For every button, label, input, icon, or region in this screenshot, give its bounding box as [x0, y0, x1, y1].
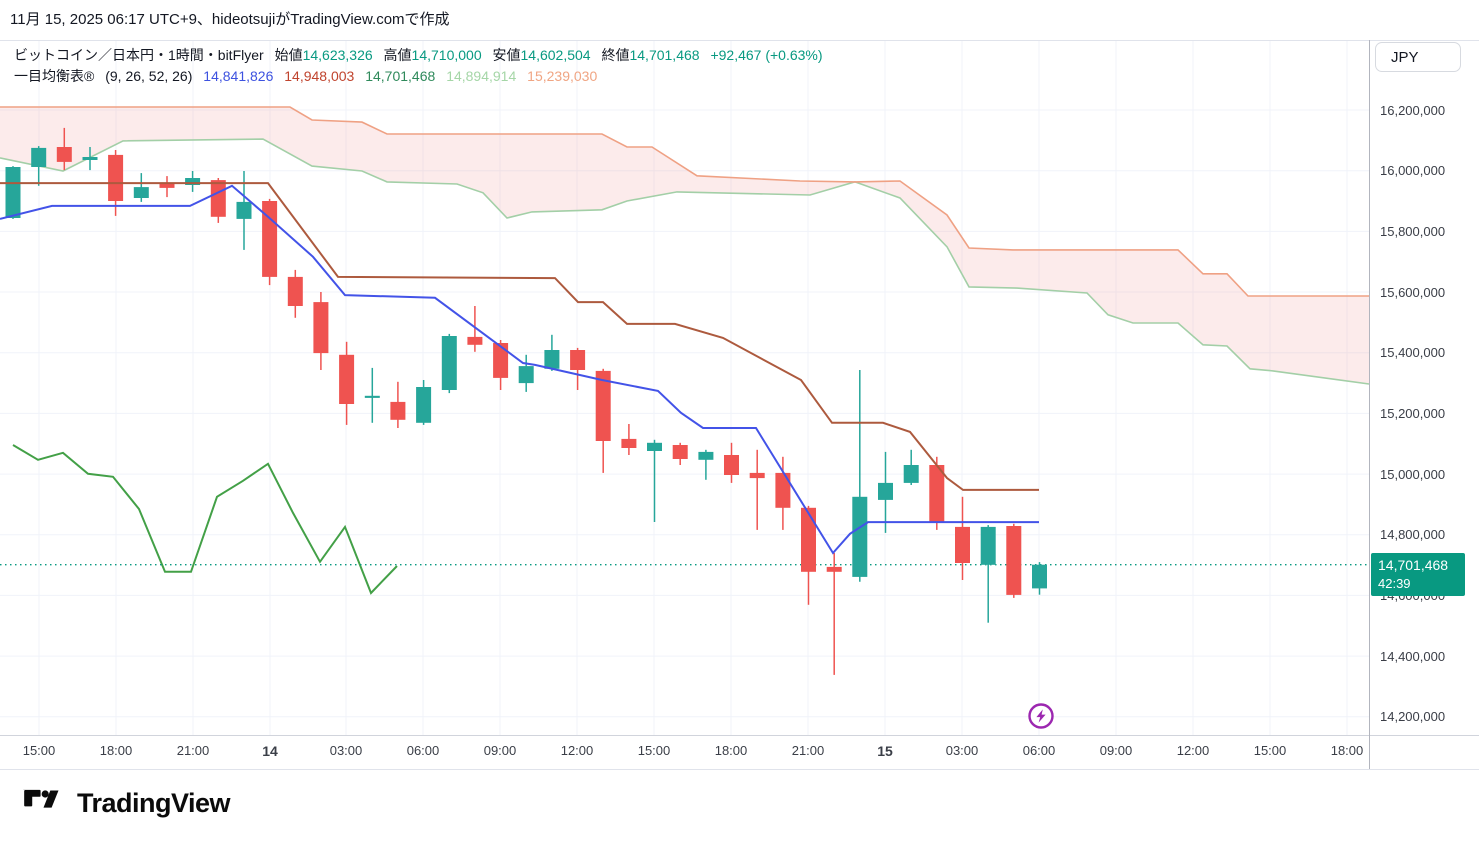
symbol-legend-row: ビットコイン／日本円・1時間・bitFlyer 始値14,623,326 高値1… [14, 45, 830, 65]
tenkan-value: 14,841,826 [203, 68, 274, 84]
time-axis-label: 15:00 [637, 743, 671, 758]
time-axis-label: 18:00 [99, 743, 133, 758]
time-axis-label: 09:00 [483, 743, 517, 758]
close-label: 終値 [601, 47, 630, 63]
indicator-name[interactable]: 一目均衡表® [14, 68, 95, 84]
price-axis-label: 15,600,000 [1380, 284, 1446, 300]
tradingview-logo[interactable]: TradingView [22, 788, 231, 819]
price-axis-label: 14,200,000 [1380, 709, 1446, 725]
boost-icon[interactable] [1027, 702, 1055, 730]
price-axis-label: 15,000,000 [1380, 466, 1446, 482]
high-label: 高値 [383, 47, 412, 63]
time-axis-label: 12:00 [1176, 743, 1210, 758]
time-axis-label: 06:00 [406, 743, 440, 758]
high-value: 14,710,000 [411, 47, 482, 63]
time-axis-label: 18:00 [1330, 743, 1364, 758]
price-axis-label: 15,200,000 [1380, 405, 1446, 421]
senkou-a-value: 14,894,914 [446, 68, 517, 84]
time-axis-label: 15:00 [1253, 743, 1287, 758]
time-axis-label: 21:00 [176, 743, 210, 758]
tradingview-logo-text: TradingView [77, 788, 231, 818]
open-value: 14,623,326 [302, 47, 373, 63]
time-axis-label: 06:00 [1022, 743, 1056, 758]
created-by-header: 11月 15, 2025 06:17 UTC+9、hideotsujiがTrad… [10, 11, 450, 28]
indicator-legend-row: 一目均衡表® (9, 26, 52, 26) 14,841,826 14,948… [14, 66, 604, 86]
last-price-value: 14,701,468 [1378, 557, 1449, 573]
price-axis-label: 15,400,000 [1380, 345, 1446, 361]
indicator-params: (9, 26, 52, 26) [105, 68, 193, 84]
time-axis-label: 21:00 [791, 743, 825, 758]
price-axis-label: 16,200,000 [1380, 102, 1446, 118]
time-axis-label: 15:00 [22, 743, 56, 758]
bar-countdown: 42:39 [1378, 576, 1411, 591]
time-axis-label: 03:00 [945, 743, 979, 758]
time-axis-label: 09:00 [1099, 743, 1133, 758]
close-value: 14,701,468 [629, 47, 700, 63]
price-axis-label: 14,400,000 [1380, 648, 1446, 664]
time-axis-label: 14 [262, 743, 278, 759]
time-axis-label: 12:00 [560, 743, 594, 758]
price-axis-label: 14,800,000 [1380, 527, 1446, 543]
currency-toggle-button[interactable]: JPY [1375, 42, 1461, 72]
change-value: +92,467 (+0.63%) [710, 47, 823, 63]
kijun-value: 14,948,003 [284, 68, 355, 84]
symbol-title[interactable]: ビットコイン／日本円・1時間・bitFlyer [14, 47, 264, 63]
senkou-b-value: 15,239,030 [527, 68, 598, 84]
price-axis-label: 16,000,000 [1380, 163, 1446, 179]
tradingview-logo-mark [22, 789, 59, 808]
price-axis-label: 15,800,000 [1380, 223, 1446, 239]
last-price-badge: 14,701,468 42:39 [1371, 553, 1465, 596]
chikou-value: 14,701,468 [365, 68, 436, 84]
open-label: 始値 [274, 47, 303, 63]
time-axis-label: 15 [877, 743, 893, 759]
low-label: 安値 [492, 47, 521, 63]
time-axis-label: 18:00 [714, 743, 748, 758]
low-value: 14,602,504 [520, 47, 591, 63]
time-axis-label: 03:00 [329, 743, 363, 758]
